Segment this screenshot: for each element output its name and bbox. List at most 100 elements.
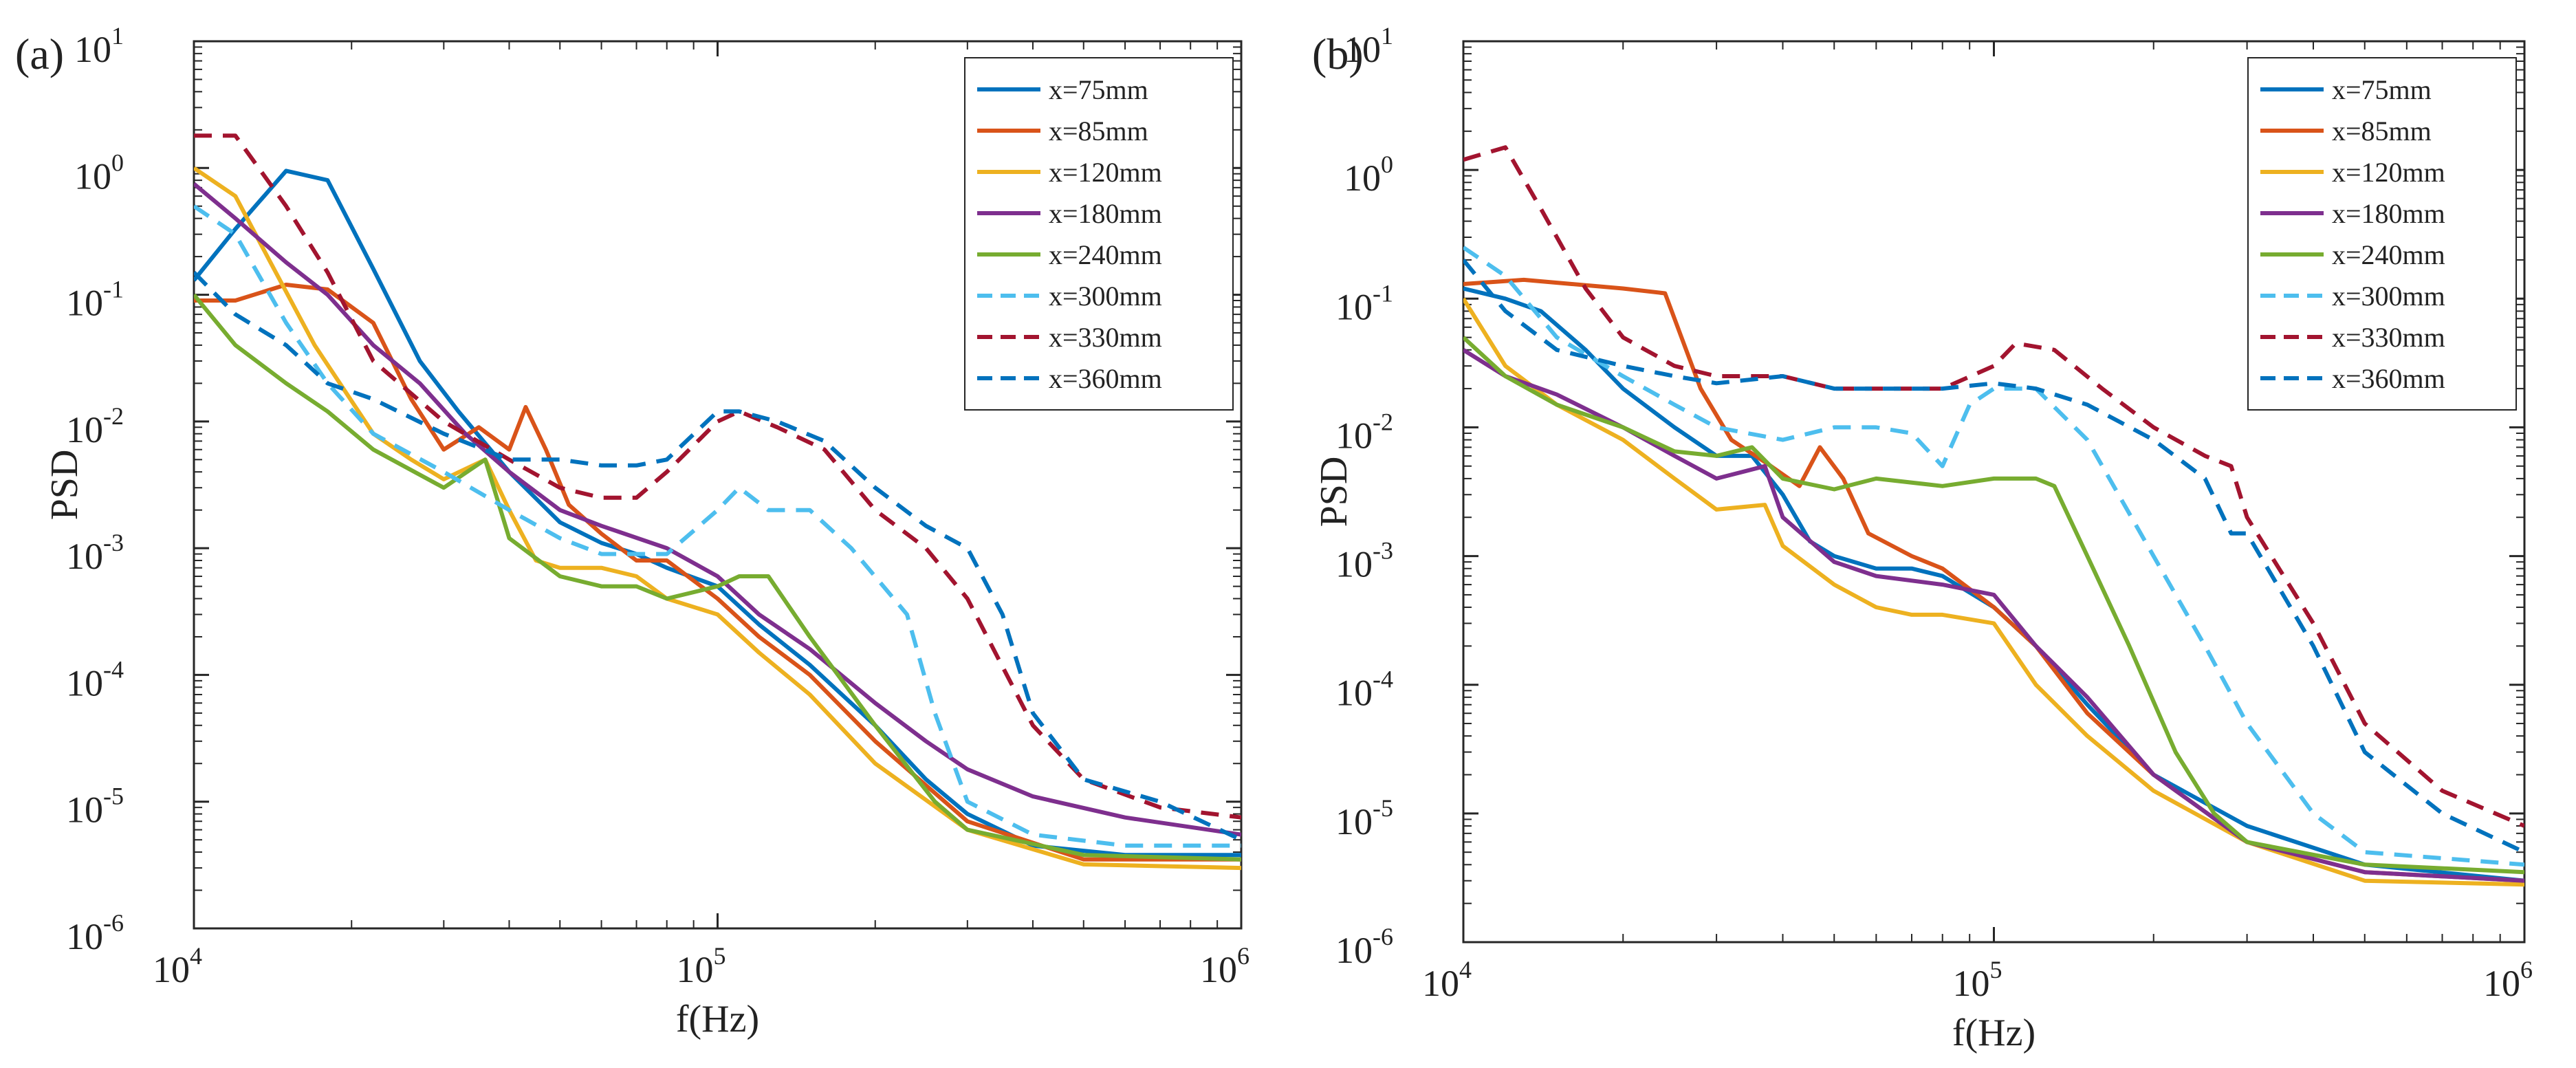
minor-ticks	[1463, 41, 2524, 942]
legend-label: x=85mm	[2332, 116, 2432, 146]
y-tick-base: 10	[66, 662, 103, 704]
legend-label: x=85mm	[1049, 116, 1148, 146]
legend: x=75mm x=85mm x=120mm x=180mm x=240mm x=300mm…	[2247, 57, 2517, 411]
y-tick-base: 10	[1344, 29, 1381, 70]
x-tick-base: 10	[153, 949, 190, 990]
y-tick-label: 10-2	[1335, 408, 1393, 456]
y-tick-exponent: -1	[103, 276, 124, 303]
series-line-x-85mm	[1463, 277, 2524, 883]
y-tick-exponent: 0	[111, 149, 124, 176]
legend: x=75mm x=85mm x=120mm x=180mm x=240mm x=300mm…	[964, 57, 1234, 411]
x-tick-exponent: 6	[2520, 956, 2533, 983]
panel-label: (a)	[15, 30, 64, 78]
y-axis-title: PSD	[43, 450, 86, 521]
legend-label: x=120mm	[2332, 157, 2445, 188]
series-line-x-120mm	[194, 166, 1241, 871]
y-tick-base: 10	[74, 155, 111, 197]
series-line-x-360mm	[194, 270, 1241, 842]
series-line-x-180mm	[194, 182, 1241, 837]
y-tick-exponent: -6	[103, 909, 124, 937]
legend-label: x=240mm	[2332, 239, 2445, 270]
x-tick-label: 104	[153, 942, 202, 990]
y-tick-exponent: -5	[103, 783, 124, 810]
y-tick-exponent: 1	[111, 22, 124, 50]
y-tick-base: 10	[66, 536, 103, 577]
x-tick-exponent: 5	[714, 942, 726, 970]
series-line-x-240mm	[194, 293, 1241, 862]
series-line-x-300mm	[194, 204, 1241, 848]
series-line-x-120mm	[1463, 297, 2524, 887]
legend-label: x=180mm	[1049, 198, 1162, 229]
x-tick-label: 106	[1200, 942, 1249, 990]
y-tick-label: 10-6	[66, 909, 124, 957]
legend-label: x=360mm	[1049, 363, 1162, 394]
y-tick-base: 10	[1335, 415, 1373, 456]
series-group	[1463, 145, 2524, 887]
y-tick-label: 10-6	[1335, 923, 1393, 971]
y-tick-label: 100	[74, 149, 124, 197]
y-tick-label: 10-3	[66, 529, 124, 577]
x-tick-base: 10	[1953, 963, 1990, 1004]
legend-label: x=300mm	[2332, 281, 2445, 312]
y-tick-exponent: -5	[1373, 794, 1393, 822]
series-line-x-85mm	[194, 283, 1241, 862]
y-tick-label: 10-5	[66, 783, 124, 831]
legend-label: x=180mm	[2332, 198, 2445, 229]
y-tick-base: 10	[66, 916, 103, 957]
legend-box	[964, 57, 1234, 411]
y-tick-exponent: -4	[1373, 666, 1393, 693]
x-axis-title: f(Hz)	[676, 998, 759, 1040]
series-line-x-240mm	[1463, 336, 2524, 875]
y-tick-base: 10	[1335, 930, 1373, 971]
panel-label: (b)	[1312, 30, 1364, 78]
chart-panel-a: (a)104 105 10610-610-510-410-310-210-11001…	[15, 22, 1249, 1040]
y-tick-label: 10-5	[1335, 794, 1393, 842]
legend-label: x=330mm	[2332, 322, 2445, 353]
x-tick-base: 10	[1200, 949, 1237, 990]
y-tick-label: 10-1	[1335, 279, 1393, 327]
y-tick-label: 100	[1344, 151, 1393, 199]
y-tick-base: 10	[1335, 544, 1373, 585]
y-tick-base: 10	[66, 789, 103, 831]
y-tick-base: 10	[66, 283, 103, 324]
x-tick-exponent: 6	[1237, 942, 1249, 970]
x-tick-label: 105	[677, 942, 726, 990]
x-tick-label: 104	[1422, 956, 1472, 1004]
y-tick-base: 10	[1344, 157, 1381, 199]
y-tick-label: 10-3	[1335, 537, 1393, 585]
x-tick-base: 10	[1422, 963, 1459, 1004]
legend-label: x=330mm	[1049, 322, 1162, 353]
legend-box	[2247, 57, 2517, 411]
legend-label: x=120mm	[1049, 157, 1162, 188]
x-tick-base: 10	[677, 949, 714, 990]
y-tick-exponent: -3	[103, 529, 124, 556]
legend-label: x=75mm	[2332, 74, 2432, 105]
y-tick-exponent: -1	[1373, 279, 1393, 307]
legend-label: x=300mm	[1049, 281, 1162, 312]
x-tick-exponent: 4	[190, 942, 202, 970]
y-tick-exponent: -4	[103, 655, 124, 683]
y-tick-label: 101	[1344, 22, 1393, 70]
y-tick-label: 10-4	[66, 655, 124, 704]
y-tick-exponent: -2	[1373, 408, 1393, 435]
series-line-x-300mm	[1463, 246, 2524, 867]
legend-label: x=360mm	[2332, 363, 2445, 394]
x-axis-title: f(Hz)	[1952, 1012, 2035, 1054]
x-tick-exponent: 4	[1459, 956, 1472, 983]
x-tick-label: 105	[1953, 956, 2002, 1004]
y-tick-base: 10	[1335, 801, 1373, 842]
y-tick-exponent: -6	[1373, 923, 1393, 950]
y-axis-title: PSD	[1313, 457, 1355, 527]
x-tick-exponent: 5	[1990, 956, 2002, 983]
legend-label: x=240mm	[1049, 239, 1162, 270]
x-tick-base: 10	[2483, 963, 2520, 1004]
y-tick-exponent: -2	[103, 402, 124, 430]
x-tick-label: 106	[2483, 956, 2533, 1004]
series-line-x-330mm	[1463, 145, 2524, 828]
y-tick-exponent: 0	[1381, 151, 1393, 178]
y-tick-label: 10-2	[66, 402, 124, 450]
series-group	[194, 133, 1241, 871]
y-tick-base: 10	[1335, 286, 1373, 327]
chart-panel-b: (b)104 105 10610-610-510-410-310-210-11001…	[1312, 22, 2533, 1054]
